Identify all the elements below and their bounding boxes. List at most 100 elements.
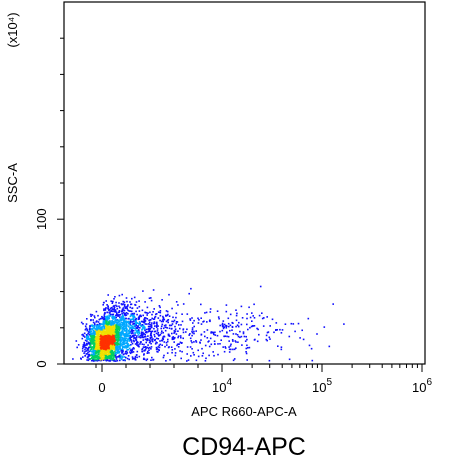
- event-dot: [106, 357, 109, 360]
- event-dot: [163, 335, 166, 338]
- event-dot: [136, 326, 138, 328]
- event-dot: [201, 347, 203, 350]
- event-dot: [191, 317, 193, 319]
- event-dot: [137, 345, 139, 347]
- event-dot: [113, 330, 115, 332]
- event-dot: [123, 356, 126, 358]
- event-dot: [114, 339, 116, 342]
- event-dot: [267, 331, 270, 333]
- event-dot: [107, 316, 109, 319]
- event-dot: [195, 330, 197, 332]
- event-dot: [172, 316, 174, 319]
- event-dot: [189, 337, 192, 340]
- event-dot: [109, 335, 111, 338]
- event-dot: [167, 313, 169, 316]
- event-dot: [157, 338, 160, 340]
- event-dot: [113, 346, 116, 349]
- event-dot: [186, 328, 188, 331]
- event-dot: [118, 329, 121, 332]
- event-dot: [95, 344, 97, 346]
- event-dot: [134, 303, 136, 306]
- event-dot: [107, 345, 110, 347]
- event-dot: [103, 326, 106, 328]
- event-dot: [107, 349, 109, 351]
- event-dot: [93, 333, 95, 336]
- event-dot: [275, 329, 277, 331]
- event-dot: [86, 318, 88, 320]
- event-dot: [83, 332, 86, 335]
- event-dot: [87, 355, 90, 358]
- event-dot: [130, 332, 133, 335]
- event-dot: [112, 320, 115, 323]
- event-dot: [100, 351, 103, 353]
- event-dot: [110, 328, 112, 330]
- event-dot: [120, 303, 123, 305]
- event-dot: [147, 347, 150, 350]
- event-dot: [146, 352, 149, 354]
- event-dot: [124, 338, 126, 340]
- event-dot: [92, 332, 95, 334]
- event-dot: [114, 343, 116, 345]
- event-dot: [120, 333, 122, 336]
- event-dot: [116, 359, 119, 362]
- event-dot: [189, 318, 191, 320]
- event-dot: [189, 346, 192, 348]
- event-dot: [177, 336, 179, 339]
- event-dot: [136, 313, 138, 316]
- event-dot: [102, 323, 105, 326]
- event-dot: [137, 344, 140, 346]
- event-dot: [132, 318, 135, 321]
- event-dot: [93, 351, 95, 353]
- event-dot: [237, 325, 240, 328]
- event-dot: [112, 308, 115, 311]
- event-dot: [106, 311, 109, 314]
- event-dot: [253, 317, 256, 319]
- event-dot: [113, 324, 116, 327]
- event-dot: [246, 323, 248, 326]
- event-dot: [135, 317, 138, 320]
- event-dot: [113, 304, 115, 307]
- event-dot: [228, 346, 230, 348]
- event-dot: [103, 318, 106, 321]
- event-dot: [100, 335, 103, 338]
- event-dot: [80, 321, 83, 324]
- event-dot: [94, 359, 96, 361]
- event-dot: [109, 354, 111, 357]
- event-dot: [103, 327, 106, 329]
- event-dot: [93, 315, 96, 317]
- event-dot: [228, 340, 230, 342]
- event-dot: [141, 350, 143, 353]
- event-dot: [120, 321, 122, 324]
- event-dot: [102, 358, 105, 360]
- event-dot: [138, 355, 141, 358]
- event-dot: [102, 331, 104, 334]
- event-dot: [157, 317, 160, 319]
- event-dot: [227, 322, 230, 325]
- event-dot: [125, 326, 128, 328]
- event-dot: [153, 333, 156, 336]
- event-dot: [98, 357, 100, 359]
- event-dot: [153, 322, 155, 325]
- event-dot: [113, 360, 116, 362]
- event-dot: [106, 325, 108, 328]
- event-dot: [116, 305, 118, 308]
- event-dot: [86, 340, 88, 342]
- event-dot: [112, 316, 115, 319]
- event-dot: [87, 359, 90, 362]
- event-dot: [177, 335, 180, 337]
- event-dot: [123, 329, 126, 331]
- event-dot: [104, 346, 106, 349]
- event-dot: [113, 337, 115, 339]
- event-dot: [124, 330, 126, 332]
- event-dot: [149, 323, 151, 326]
- event-dot: [124, 334, 127, 337]
- event-dot: [146, 323, 148, 325]
- event-dot: [82, 346, 84, 348]
- event-dot: [188, 334, 190, 336]
- event-dot: [109, 320, 112, 323]
- event-dot: [117, 355, 120, 358]
- event-dot: [323, 326, 326, 328]
- event-dot: [144, 321, 146, 323]
- event-dot: [161, 330, 163, 332]
- event-dot: [133, 340, 135, 343]
